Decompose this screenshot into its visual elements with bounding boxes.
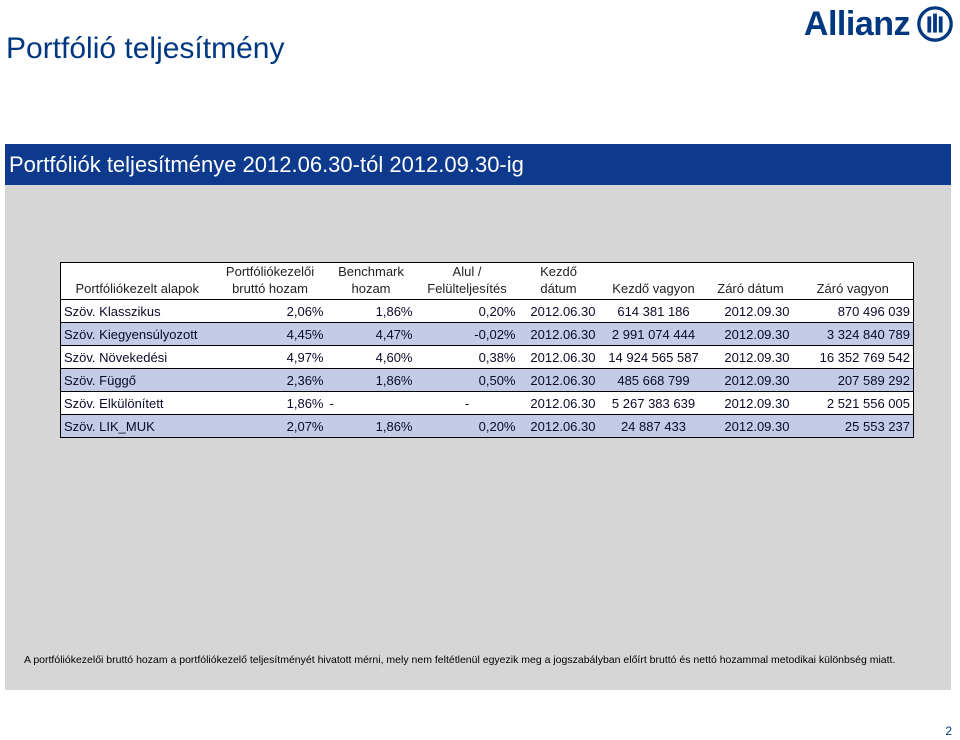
table-cell-benchmark: 4,60% <box>326 345 416 369</box>
column-header-line1: Kezdő <box>540 264 577 279</box>
table-cell-name: Szöv. Elkülönített <box>60 391 214 415</box>
column-header-line1 <box>712 263 790 280</box>
column-header: Benchmark hozam <box>327 263 416 300</box>
table-cell-start-assets: 614 381 186 <box>598 299 709 323</box>
table-cell-gross: 1,86% <box>213 391 327 415</box>
table-cell-gross: 2,36% <box>213 368 327 392</box>
column-header: Kezdő vagyon <box>599 263 709 300</box>
table-cell-start-assets: 2 991 074 444 <box>598 322 709 346</box>
column-header-line2: Záró dátum <box>717 281 784 296</box>
table-cell-start-assets: 5 267 383 639 <box>598 391 709 415</box>
column-header-line2: Kezdő vagyon <box>612 281 695 296</box>
table-row: Szöv. Kiegyensúlyozott 4,45% 4,47% -0,02% 20… <box>60 322 914 346</box>
page-title: Portfólió teljesítmény <box>6 32 285 65</box>
table-cell-diff: 0,50% <box>415 368 519 392</box>
column-header-line2: Portfóliókezelt alapok <box>75 281 200 296</box>
table-cell-end-date: 2012.09.30 <box>708 345 793 369</box>
table-cell-name: Szöv. Növekedési <box>60 345 214 369</box>
table-cell-end-assets: 207 589 292 <box>792 368 914 392</box>
table-cell-gross: 4,97% <box>213 345 327 369</box>
table-row: Szöv. Növekedési 4,97% 4,60% 0,38% 2012.06.3… <box>60 345 914 369</box>
table-cell-gross: 2,06% <box>213 299 327 323</box>
table-cell-end-assets: 2 521 556 005 <box>792 391 914 415</box>
table-cell-diff: 0,38% <box>415 345 519 369</box>
table-cell-end-date: 2012.09.30 <box>708 299 793 323</box>
table-cell-start-assets: 24 887 433 <box>598 414 709 438</box>
column-header-line1: Alul / <box>452 264 482 279</box>
table-cell-start-date: 2012.06.30 <box>518 368 599 392</box>
table-cell-end-date: 2012.09.30 <box>708 414 793 438</box>
table-cell-end-assets: 3 324 840 789 <box>792 322 914 346</box>
table-cell-gross: 2,07% <box>213 414 327 438</box>
column-header-line2: hozam <box>351 281 391 296</box>
column-header-line1 <box>796 263 911 280</box>
table-cell-diff: 0,20% <box>415 299 519 323</box>
table-row: Szöv. Függő 2,36% 1,86% 0,50% 2012.06.30 485 … <box>60 368 914 392</box>
page-number: 2 <box>945 724 952 738</box>
table-row: Szöv. Elkülönített 1,86% - -2012.06.30 5 267… <box>60 391 914 415</box>
table-cell-start-date: 2012.06.30 <box>518 414 599 438</box>
table-cell-diff: 0,20% <box>415 414 519 438</box>
table-cell-start-date: 2012.06.30 <box>518 322 599 346</box>
table-cell-end-date: 2012.09.30 <box>708 368 793 392</box>
table-cell-start-assets: 485 668 799 <box>598 368 709 392</box>
table-cell-diff: - <box>415 391 519 415</box>
column-header: Záró vagyon <box>793 263 914 300</box>
footnote: A portfóliókezelői bruttó hozam a portfó… <box>24 654 896 666</box>
column-header-line2: Záró vagyon <box>816 281 889 296</box>
table-row: Szöv. LIK_MUK 2,07% 1,86% 0,20% 2012.06.30 24… <box>60 414 914 438</box>
column-header-line2: Felülteljesítés <box>427 281 507 296</box>
column-header-line1 <box>64 263 211 280</box>
table-cell-gross: 4,45% <box>213 322 327 346</box>
table-header-row: Portfóliókezelt alapok Portfóliókezelői br… <box>61 263 914 300</box>
table-cell-end-assets: 870 496 039 <box>792 299 914 323</box>
table-cell-benchmark: 4,47% <box>326 322 416 346</box>
column-header-line1 <box>602 263 706 280</box>
table-cell-end-date: 2012.09.30 <box>708 322 793 346</box>
table-cell-name: Szöv. Kiegyensúlyozott <box>60 322 214 346</box>
column-header-line1: Benchmark <box>338 264 404 279</box>
column-header: Portfóliókezelői bruttó hozam <box>214 263 327 300</box>
column-header-line2: bruttó hozam <box>232 281 308 296</box>
table-cell-start-date: 2012.06.30 <box>518 345 599 369</box>
table-cell-name: Szöv. Klasszikus <box>60 299 214 323</box>
column-header: Alul / Felülteljesítés <box>416 263 519 300</box>
table-row: Szöv. Klasszikus 2,06% 1,86% 0,20% 2012.06.3… <box>60 299 914 323</box>
table-cell-name: Szöv. LIK_MUK <box>60 414 214 438</box>
table-cell-start-assets: 14 924 565 587 <box>598 345 709 369</box>
column-header-line2: dátum <box>540 281 577 296</box>
allianz-logo: Allianz <box>804 2 954 46</box>
column-header: Kezdő dátum <box>519 263 599 300</box>
table-cell-diff: -0,02% <box>415 322 519 346</box>
table-cell-benchmark: 1,86% <box>326 414 416 438</box>
table-cell-name: Szöv. Függő <box>60 368 214 392</box>
table-cell-benchmark: - <box>326 391 416 415</box>
table-cell-start-date: 2012.06.30 <box>518 391 599 415</box>
column-header: Portfóliókezelt alapok <box>61 263 214 300</box>
table-cell-end-assets: 25 553 237 <box>792 414 914 438</box>
table-cell-end-assets: 16 352 769 542 <box>792 345 914 369</box>
performance-table: Portfóliókezelt alapok Portfóliókezelői br… <box>60 262 914 438</box>
table-cell-start-date: 2012.06.30 <box>518 299 599 323</box>
table-cell-benchmark: 1,86% <box>326 299 416 323</box>
column-header-line1: Portfóliókezelői <box>225 264 315 279</box>
logo-text: Allianz <box>803 5 911 43</box>
section-banner: Portfóliók teljesítménye 2012.06.30-tól … <box>5 144 951 185</box>
allianz-eagle-icon <box>917 6 953 42</box>
column-header: Záró dátum <box>709 263 793 300</box>
table-cell-end-date: 2012.09.30 <box>708 391 793 415</box>
table-cell-benchmark: 1,86% <box>326 368 416 392</box>
